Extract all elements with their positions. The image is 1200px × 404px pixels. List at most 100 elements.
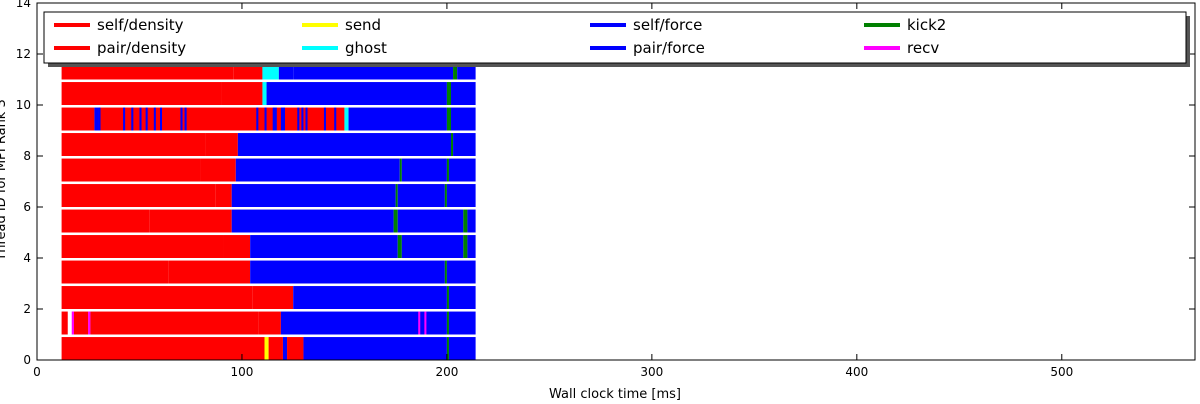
bar-segment-thread-4-2: [250, 235, 398, 258]
bar-marker-thread-1-3: [424, 311, 427, 335]
bar-segment-thread-2-1: [252, 286, 294, 309]
bar-segment-thread-4-3: [397, 235, 402, 258]
bar-segment-thread-8-4: [453, 133, 476, 156]
bar-segment-thread-4-6: [467, 235, 476, 258]
bar-marker-thread-9-3: [139, 107, 142, 131]
bar-segment-thread-0-4: [287, 337, 304, 360]
bar-segment-thread-8-1: [205, 133, 238, 156]
bar-segment-thread-7-1: [200, 158, 236, 182]
y-tick-label-4: 4: [23, 251, 31, 265]
x-tick-label-100: 100: [231, 365, 254, 379]
bar-segment-thread-10-4: [446, 82, 452, 105]
axes-frame: [36, 2, 1196, 361]
bar-segment-thread-0-2: [268, 337, 283, 360]
bar-marker-thread-1-0: [71, 311, 74, 335]
bar-segment-thread-1-5: [258, 311, 281, 335]
bar-segment-thread-6-6: [446, 184, 476, 207]
bar-segment-thread-11-5: [453, 56, 458, 80]
bar-segment-thread-7-6: [448, 158, 476, 182]
axes-layer: 0 100 200 300 400 500 0 2 4 6 8 10 12 14: [16, 0, 1196, 379]
bar-segment-thread-2-4: [448, 286, 476, 309]
bar-segment-thread-2-0: [61, 286, 253, 309]
bar-segment-thread-7-2: [235, 158, 400, 182]
x-tick-label-500: 500: [1050, 365, 1073, 379]
bar-segment-thread-3-1: [168, 260, 251, 284]
legend-label-3: ghost: [345, 39, 387, 57]
bar-segment-thread-10-1: [221, 82, 263, 105]
x-axis-label: Wall clock time [ms]: [549, 387, 681, 400]
bar-marker-thread-9-2: [131, 107, 134, 131]
bar-segment-thread-5-2: [231, 209, 394, 233]
bar-segment-thread-1-2: [73, 311, 89, 335]
bar-marker-thread-9-7: [180, 107, 183, 131]
bar-segment-thread-1-6: [280, 311, 447, 335]
bar-segment-thread-10-5: [451, 82, 476, 105]
bar-marker-thread-1-1: [88, 311, 91, 335]
bar-marker-thread-9-13: [297, 107, 300, 131]
bar-segment-thread-3-3: [444, 260, 447, 284]
legend-box: [43, 11, 1187, 64]
bar-marker-thread-9-15: [305, 107, 308, 131]
y-tick-label-6: 6: [23, 200, 31, 214]
bar-marker-thread-1-2: [418, 311, 421, 335]
bar-segment-thread-7-3: [399, 158, 402, 182]
x-tick-label-200: 200: [435, 365, 458, 379]
y-axis-label: Thread ID for MPI Rank 3: [0, 99, 9, 261]
bar-segment-thread-8-3: [451, 133, 454, 156]
x-tick-label-300: 300: [640, 365, 663, 379]
y-tick-label-12: 12: [16, 47, 31, 61]
legend-label-7: recv: [907, 39, 939, 57]
bar-marker-thread-11-2: [272, 56, 275, 80]
bar-marker-thread-9-5: [153, 107, 156, 131]
bar-segment-thread-5-4: [397, 209, 464, 233]
bar-segment-thread-2-2: [293, 286, 447, 309]
bar-segment-thread-9-1: [94, 107, 99, 131]
bar-segment-thread-5-6: [467, 209, 476, 233]
bar-segment-thread-8-2: [237, 133, 452, 156]
bar-segment-thread-6-2: [231, 184, 396, 207]
bar-marker-thread-9-14: [301, 107, 304, 131]
legend-label-6: kick2: [907, 16, 946, 34]
bar-segment-thread-9-4: [348, 107, 447, 131]
bar-segment-thread-1-7: [446, 311, 449, 335]
bar-marker-thread-9-4: [145, 107, 148, 131]
legend-label-0: self/density: [97, 16, 184, 34]
bar-segment-thread-10-3: [266, 82, 447, 105]
bar-marker-thread-11-1: [268, 56, 271, 80]
bar-marker-thread-9-12: [280, 107, 285, 131]
bar-marker-thread-9-1: [123, 107, 126, 131]
bar-segment-thread-7-5: [446, 158, 449, 182]
bar-segment-thread-6-4: [397, 184, 445, 207]
bar-segment-thread-0-0: [61, 337, 265, 360]
bar-segment-thread-4-1: [223, 235, 251, 258]
y-tick-label-0: 0: [23, 353, 31, 367]
bar-segment-thread-6-1: [215, 184, 232, 207]
bar-marker-thread-11-0: [262, 56, 265, 80]
bar-segment-thread-6-5: [444, 184, 447, 207]
bar-segment-thread-3-0: [61, 260, 169, 284]
bar-segment-thread-0-5: [303, 337, 447, 360]
bar-segment-thread-4-0: [61, 235, 224, 258]
bar-marker-thread-9-0: [98, 107, 101, 131]
legend-label-1: pair/density: [97, 39, 186, 57]
bar-segment-thread-8-0: [61, 133, 206, 156]
bar-marker-thread-9-6: [159, 107, 163, 131]
bar-marker-thread-9-17: [334, 107, 337, 131]
bar-marker-thread-9-11: [272, 107, 277, 131]
y-tick-label-14: 14: [16, 0, 31, 10]
bar-segment-thread-9-3: [344, 107, 349, 131]
bar-segment-thread-1-8: [448, 311, 476, 335]
x-tick-label-0: 0: [33, 365, 41, 379]
y-tick-label-8: 8: [23, 149, 31, 163]
bar-marker-thread-9-16: [323, 107, 326, 131]
bar-segment-thread-1-0: [61, 311, 68, 335]
bar-segment-thread-9-6: [451, 107, 476, 131]
y-tick-label-10: 10: [16, 98, 31, 112]
x-tick-label-400: 400: [845, 365, 868, 379]
bar-segment-thread-9-0: [61, 107, 95, 131]
bar-segment-thread-2-3: [446, 286, 449, 309]
bar-segment-thread-5-3: [393, 209, 398, 233]
bar-segment-thread-6-3: [395, 184, 398, 207]
bar-marker-thread-9-9: [256, 107, 259, 131]
